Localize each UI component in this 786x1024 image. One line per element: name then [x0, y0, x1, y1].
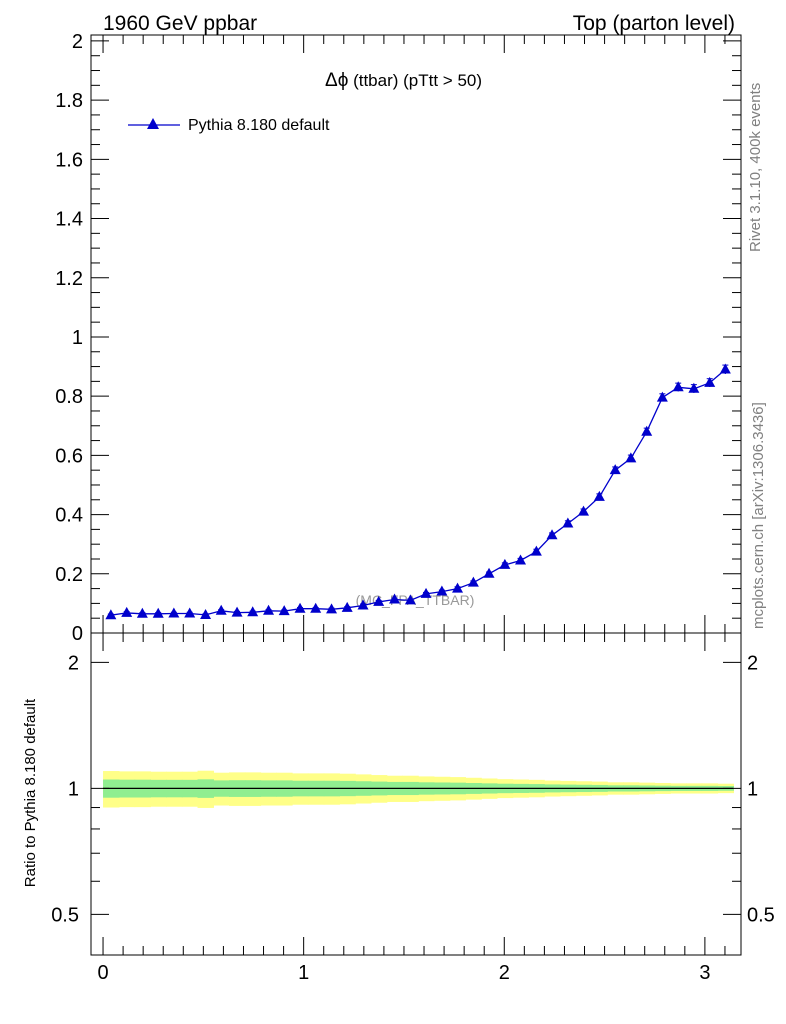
data-point-triangle — [688, 382, 700, 393]
y-tick-label: 0.6 — [55, 445, 83, 467]
legend-marker-triangle-icon — [147, 118, 159, 129]
data-point-triangle — [152, 607, 164, 618]
y-tick-label: 1.4 — [55, 209, 83, 231]
data-point-triangle — [499, 558, 511, 569]
data-point-triangle — [341, 601, 353, 612]
data-point-triangle — [278, 605, 290, 616]
rivet-version-label: Rivet 3.1.10, 400k events — [747, 83, 764, 252]
analysis-watermark: (MC_FPA_TTBAR) — [356, 592, 475, 608]
main-plot-panel: 0 0.2 0.4 0.6 0.8 1 1.2 1.4 1.6 1.8 2 (MC_FPA_TTBA… — [55, 31, 742, 645]
ratio-y-tick-label-right: 0.5 — [747, 904, 775, 926]
x-tick-label: 0 — [97, 962, 108, 984]
x-tick-label: 2 — [499, 962, 510, 984]
data-point-triangle — [562, 517, 574, 528]
data-point-triangle — [105, 609, 117, 620]
ratio-y-tick-label-left: 2 — [68, 652, 79, 674]
data-point-triangle — [467, 576, 479, 587]
data-point-triangle — [436, 585, 448, 596]
ratio-y-tick-labels: 0.5 0.5 1 1 2 2 — [51, 652, 775, 926]
y-tick-label: 1.8 — [55, 90, 83, 112]
data-point-triangle — [420, 587, 432, 598]
y-tick-label: 1.6 — [55, 149, 83, 171]
ratio-axis-ticks — [91, 633, 741, 956]
data-point-triangle — [215, 604, 227, 615]
data-point-triangle — [373, 595, 385, 606]
data-point-triangle — [719, 363, 731, 374]
data-point-triangle — [357, 599, 369, 610]
plot-title: Δϕ (ttbar) (pTtt > 50) — [325, 70, 482, 91]
data-point-triangle — [672, 381, 684, 392]
data-point-triangle — [200, 608, 212, 619]
data-point-triangle — [136, 607, 148, 618]
header-energy-label: 1960 GeV ppbar — [103, 12, 257, 35]
pythia-series — [105, 363, 731, 620]
y-tick-label: 2 — [72, 31, 83, 53]
data-point-triangle — [121, 606, 133, 617]
x-tick-label: 1 — [298, 962, 309, 984]
data-point-triangle — [294, 602, 306, 613]
data-point-triangle — [452, 582, 464, 593]
ratio-plot-frame — [90, 632, 742, 956]
data-point-triangle — [593, 490, 605, 501]
y-tick-label: 0 — [72, 623, 83, 645]
ratio-plot-panel: 0.5 0.5 1 1 2 2 0 1 2 3 Ratio to Pythia 8.180 de… — [22, 632, 775, 984]
legend-label: Pythia 8.180 default — [188, 117, 330, 134]
header-process-label: Top (parton level) — [573, 12, 735, 35]
plot-title-text: (ttbar) (pTtt > 50) — [348, 71, 482, 90]
data-point-triangle — [546, 529, 558, 540]
data-point-triangle — [404, 594, 416, 605]
ratio-y-tick-label-left: 0.5 — [51, 904, 79, 926]
y-tick-label: 0.4 — [55, 505, 83, 527]
x-tick-labels: 0 1 2 3 — [97, 962, 710, 984]
data-point-triangle — [609, 464, 621, 475]
y-tick-label: 0.2 — [55, 564, 83, 586]
data-point-triangle — [310, 602, 322, 613]
ratio-uncertainty-bands — [103, 770, 734, 808]
series-line — [110, 369, 726, 616]
ratio-y-tick-label-left: 1 — [68, 778, 79, 800]
data-point-triangle — [263, 604, 275, 615]
ratio-y-tick-label-right: 2 — [747, 652, 758, 674]
data-point-triangle — [389, 593, 401, 604]
main-y-tick-labels: 0 0.2 0.4 0.6 0.8 1 1.2 1.4 1.6 1.8 2 — [55, 31, 83, 645]
plot-title-symbol: Δϕ — [325, 70, 348, 91]
data-point-triangle — [641, 425, 653, 436]
data-point-triangle — [168, 607, 180, 618]
ratio-y-axis-label: Ratio to Pythia 8.180 default — [22, 698, 39, 887]
data-point-triangle — [326, 603, 338, 614]
data-point-triangle — [231, 606, 243, 617]
y-tick-label: 1 — [72, 327, 83, 349]
data-point-triangle — [625, 452, 637, 463]
x-tick-label: 3 — [699, 962, 710, 984]
y-tick-label: 0.8 — [55, 386, 83, 408]
data-point-triangle — [530, 545, 542, 556]
data-point-triangle — [515, 554, 527, 565]
legend: Pythia 8.180 default — [128, 117, 330, 134]
ratio-y-tick-label-right: 1 — [747, 778, 758, 800]
data-point-triangle — [704, 376, 716, 387]
data-point-triangle — [483, 567, 495, 578]
mcplots-credit-label: mcplots.cern.ch [arXiv:1306.3436] — [750, 402, 767, 629]
data-point-triangle — [184, 607, 196, 618]
y-tick-label: 1.2 — [55, 268, 83, 290]
data-point-triangle — [656, 391, 668, 402]
main-axis-ticks — [91, 35, 741, 634]
data-point-triangle — [578, 505, 590, 516]
data-point-triangle — [247, 606, 259, 617]
